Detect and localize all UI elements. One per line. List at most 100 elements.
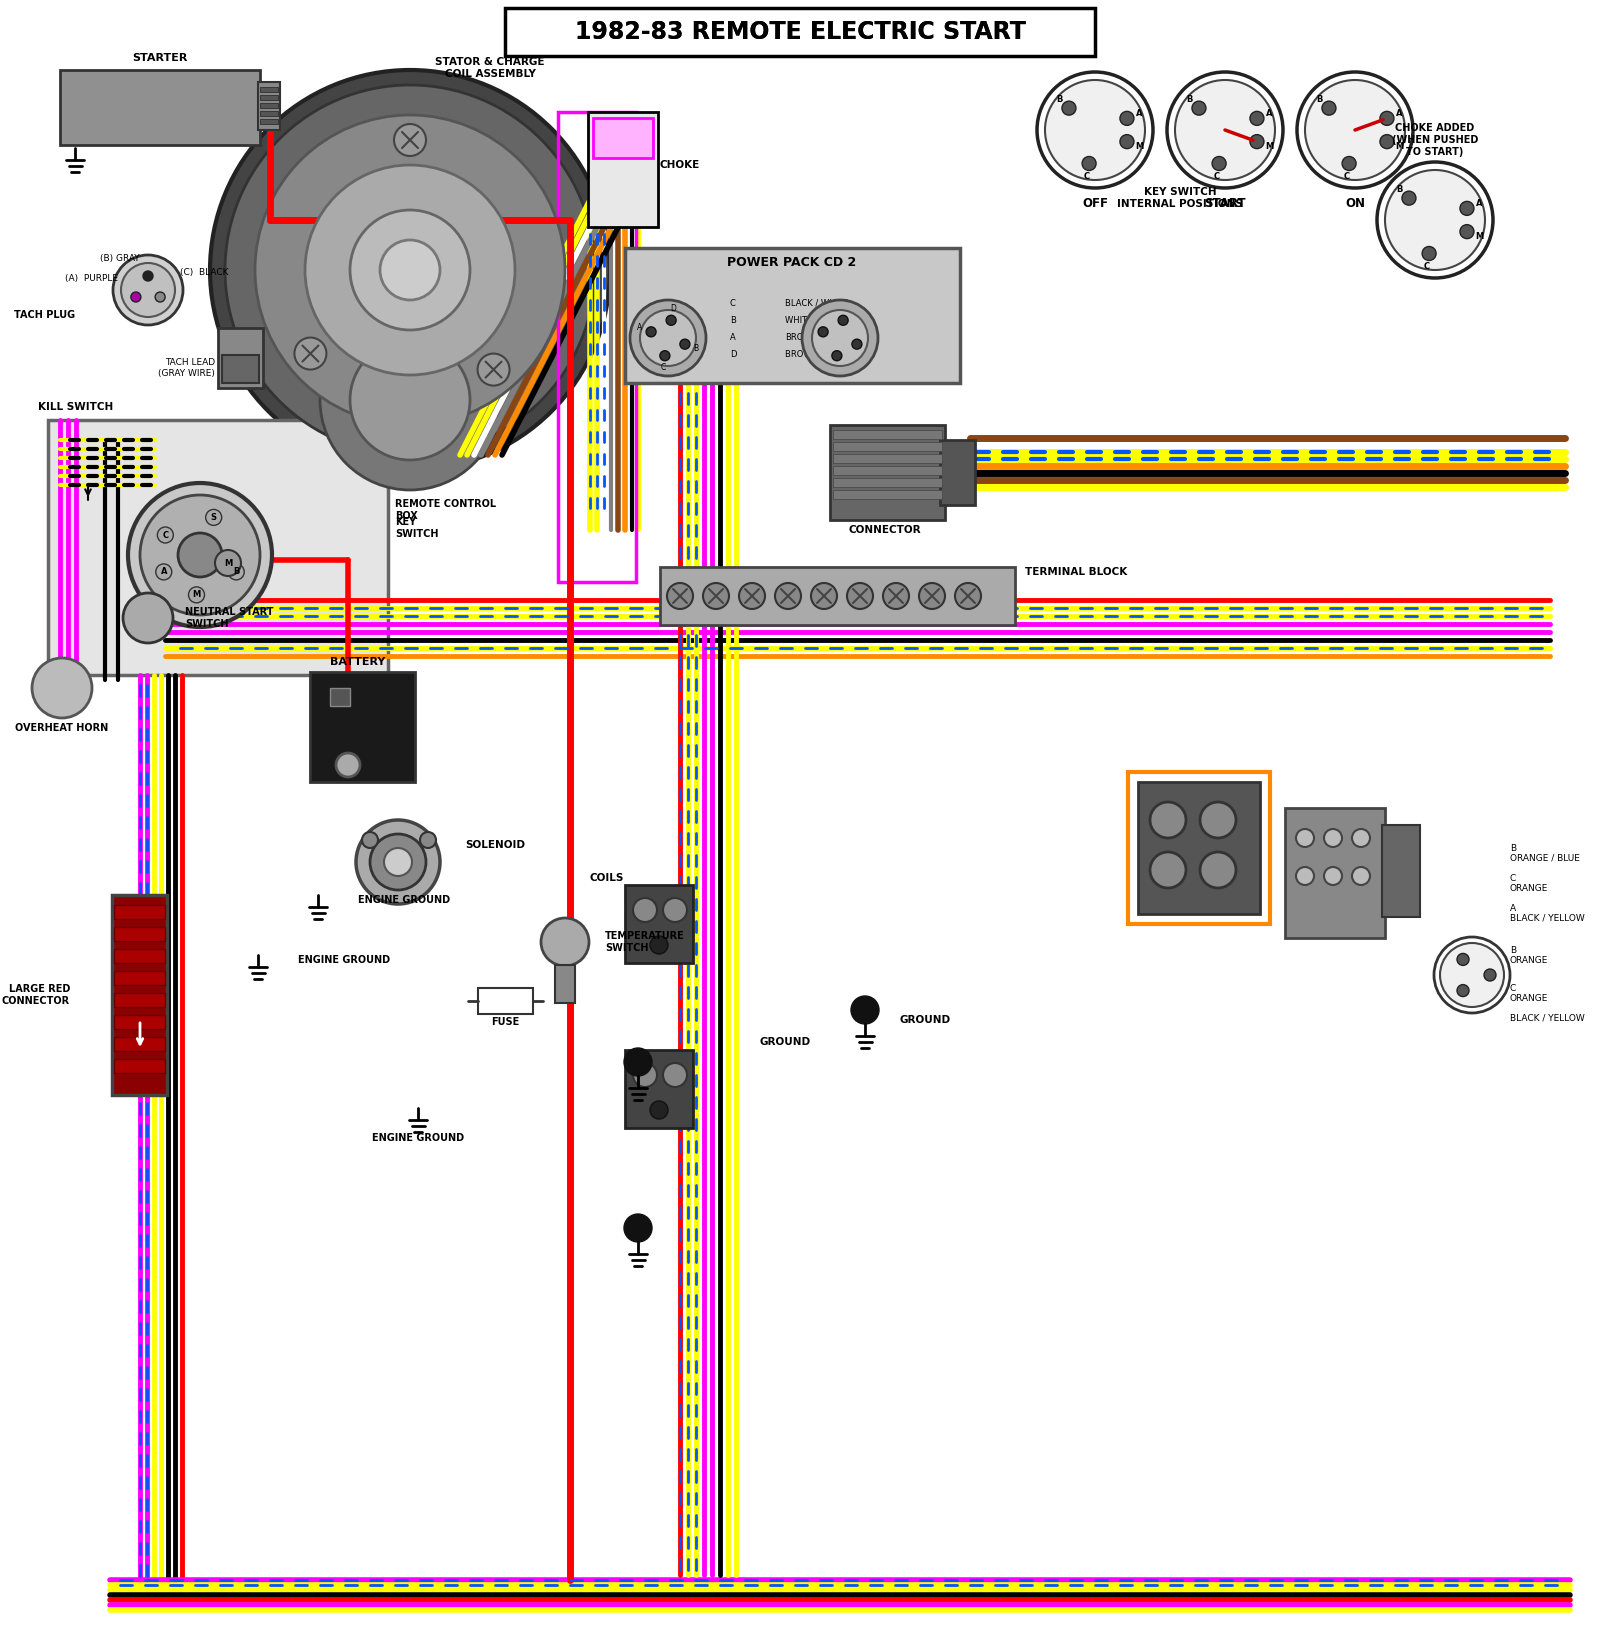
Text: ORANGE: ORANGE (1510, 956, 1549, 964)
Text: LARGE RED
CONNECTOR: LARGE RED CONNECTOR (2, 984, 70, 1005)
Circle shape (1485, 969, 1496, 981)
Text: A: A (1395, 109, 1403, 119)
Bar (330, 687, 350, 705)
Bar (1138, 783, 1261, 915)
Circle shape (818, 326, 829, 336)
Circle shape (1379, 112, 1394, 125)
Text: KEY SWITCH
INTERNAL POSITIONS: KEY SWITCH INTERNAL POSITIONS (1117, 188, 1243, 209)
Bar (222, 354, 259, 382)
Text: BATTERY: BATTERY (330, 658, 386, 667)
Text: BLACK / YELLOW: BLACK / YELLOW (1510, 913, 1584, 923)
Circle shape (1166, 73, 1283, 188)
Bar (1128, 771, 1270, 925)
Circle shape (851, 339, 862, 349)
Text: A: A (160, 567, 166, 577)
Bar (661, 567, 1014, 625)
Text: A: A (1475, 199, 1483, 208)
Bar (558, 112, 637, 582)
Circle shape (1352, 867, 1370, 885)
Circle shape (659, 351, 670, 361)
Circle shape (662, 1063, 686, 1088)
Text: COILS: COILS (590, 873, 624, 883)
Bar (258, 82, 280, 130)
Circle shape (634, 1063, 658, 1088)
Circle shape (157, 527, 173, 542)
Text: C: C (661, 363, 666, 372)
Circle shape (646, 326, 656, 336)
Circle shape (1434, 938, 1510, 1014)
Circle shape (1325, 867, 1342, 885)
Text: A: A (1266, 109, 1272, 119)
Text: M: M (192, 590, 200, 600)
Text: B: B (1186, 96, 1192, 104)
Circle shape (320, 310, 499, 489)
Circle shape (650, 1101, 669, 1119)
Circle shape (1352, 829, 1370, 847)
Bar (506, 8, 1094, 56)
Circle shape (123, 593, 173, 643)
Circle shape (1200, 803, 1235, 837)
Bar (834, 466, 942, 475)
Text: GROUND: GROUND (899, 1015, 950, 1025)
Circle shape (624, 1048, 653, 1076)
Text: WHITE / BLACK: WHITE / BLACK (786, 315, 848, 325)
Circle shape (666, 315, 677, 325)
Circle shape (1459, 224, 1474, 239)
Circle shape (1306, 81, 1405, 180)
Text: +: + (331, 689, 349, 707)
Text: B: B (730, 315, 736, 325)
Circle shape (32, 658, 93, 719)
Circle shape (1174, 81, 1275, 180)
Text: (A)  PURPLE: (A) PURPLE (66, 274, 118, 282)
Circle shape (851, 995, 878, 1023)
Text: C: C (1214, 171, 1219, 181)
Text: B: B (234, 567, 240, 577)
Text: C: C (1424, 262, 1430, 270)
Text: (C)  BLACK: (C) BLACK (179, 267, 229, 277)
Circle shape (206, 509, 222, 526)
Text: STATOR & CHARGE
COIL ASSEMBLY: STATOR & CHARGE COIL ASSEMBLY (435, 58, 544, 79)
Circle shape (189, 587, 205, 603)
Text: C: C (1510, 984, 1517, 992)
Text: C: C (162, 531, 168, 539)
Circle shape (838, 315, 848, 325)
Text: OVERHEAT HORN: OVERHEAT HORN (16, 723, 109, 733)
Circle shape (384, 849, 413, 877)
Circle shape (541, 918, 589, 966)
Text: TERMINAL BLOCK: TERMINAL BLOCK (1026, 567, 1128, 577)
Text: NEUTRAL START
SWITCH: NEUTRAL START SWITCH (186, 606, 274, 630)
Circle shape (254, 115, 565, 425)
Text: B: B (1510, 946, 1517, 954)
Bar (259, 104, 278, 109)
Circle shape (1402, 191, 1416, 204)
Bar (114, 949, 165, 962)
Text: ORANGE: ORANGE (1510, 883, 1549, 893)
Bar (626, 1050, 693, 1127)
Bar (259, 87, 278, 92)
Text: 1982-83 REMOTE ELECTRIC START: 1982-83 REMOTE ELECTRIC START (574, 20, 1026, 44)
Circle shape (955, 583, 981, 610)
Text: KILL SWITCH: KILL SWITCH (38, 402, 114, 412)
Text: M: M (1475, 232, 1483, 241)
Circle shape (1250, 112, 1264, 125)
Bar (114, 1060, 165, 1073)
Text: B: B (1395, 185, 1402, 194)
Circle shape (1045, 81, 1146, 180)
Bar (1382, 826, 1421, 916)
Text: C: C (1344, 171, 1350, 181)
Circle shape (114, 255, 182, 325)
Circle shape (650, 936, 669, 954)
Bar (834, 442, 942, 452)
Circle shape (1120, 135, 1134, 148)
Circle shape (419, 832, 435, 849)
Text: CONNECTOR: CONNECTOR (848, 526, 922, 536)
Bar (834, 478, 942, 488)
Circle shape (811, 583, 837, 610)
Bar (218, 328, 262, 387)
Circle shape (1250, 135, 1264, 148)
Bar (114, 971, 165, 986)
Circle shape (1192, 101, 1206, 115)
Bar (259, 119, 278, 124)
Circle shape (1386, 170, 1485, 270)
Bar (834, 453, 942, 463)
